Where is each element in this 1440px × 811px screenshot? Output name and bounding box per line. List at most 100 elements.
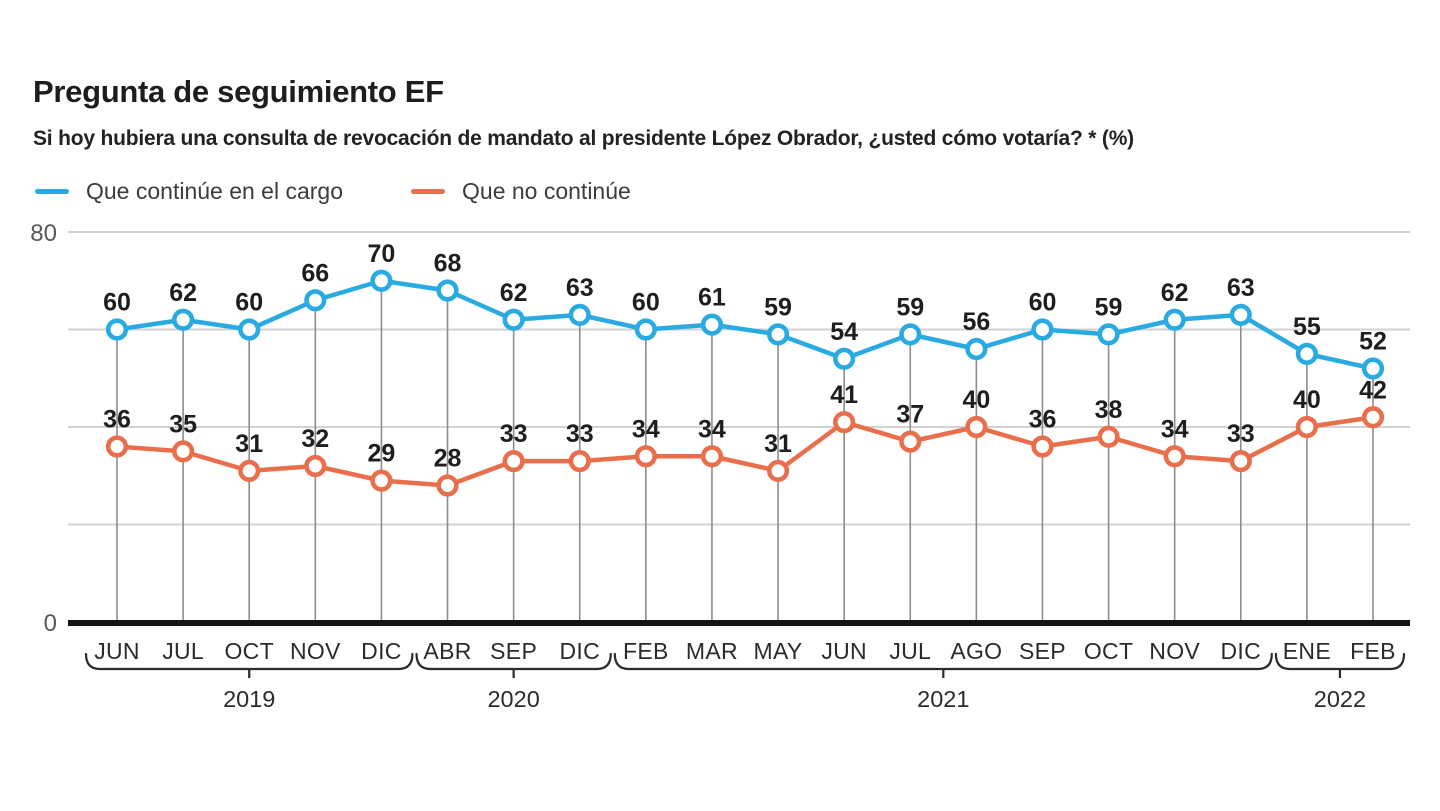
data-point-marker [766,323,790,346]
x-axis-month-label: ABR [423,638,471,664]
legend-swatch-orange-icon [411,189,446,194]
data-point-marker [238,318,261,341]
legend-item-no-continue: Que no continúe [411,178,631,205]
value-label: 60 [1029,289,1057,317]
value-label: 52 [1359,328,1387,356]
data-point-marker [1229,450,1252,473]
legend-label-continue: Que continúe en el cargo [86,178,344,204]
x-axis-month-label: DIC [361,638,402,664]
data-point-marker [766,459,790,482]
x-axis-month-label: MAY [754,638,803,664]
data-point-marker [833,411,856,434]
value-label: 63 [1227,274,1255,302]
value-label: 60 [103,289,131,317]
data-point-marker [899,430,922,453]
x-axis-month-label: NOV [290,638,341,664]
value-label: 33 [500,420,528,448]
data-point-marker [304,289,327,312]
value-label: 60 [632,289,660,317]
value-label: 68 [434,250,462,278]
y-axis-tick-label: 0 [44,610,57,637]
x-axis-month-label: OCT [224,638,273,664]
x-axis-month-label: SEP [1019,638,1066,664]
value-label: 31 [764,430,792,458]
value-label: 32 [301,425,329,453]
value-label: 66 [301,259,329,287]
year-label: 2020 [487,686,539,712]
x-axis-month-label: JUL [889,638,931,664]
value-label: 31 [235,430,263,458]
data-point-marker [436,474,459,497]
data-point-marker [700,313,724,336]
page-title: Pregunta de seguimiento EF [33,74,444,109]
legend-item-continue: Que continúe en el cargo [35,178,343,205]
value-label: 62 [169,279,197,307]
value-label: 33 [566,420,594,448]
x-axis-month-label: DIC [559,638,600,664]
series-line [114,415,1376,488]
y-axis-tick-label: 80 [30,220,57,247]
data-point-marker [634,318,657,341]
x-axis-month-label: JUN [94,638,140,664]
data-point-marker [1295,342,1318,365]
data-point-marker [1163,308,1186,331]
data-point-marker [238,459,261,482]
year-label: 2021 [917,686,969,712]
value-label: 55 [1293,313,1321,341]
data-point-marker [1163,445,1186,468]
data-point-marker [105,435,129,458]
data-point-marker [634,445,657,468]
data-point-marker [1031,435,1054,458]
value-label: 56 [962,308,990,336]
year-label: 2022 [1314,686,1366,712]
legend-label-no-continue: Que no continúe [462,178,631,204]
value-label: 33 [1227,420,1255,448]
x-axis-month-label: NOV [1149,638,1200,664]
value-label: 36 [103,406,131,434]
value-label: 63 [566,274,594,302]
value-label: 28 [434,445,462,473]
value-label: 59 [764,293,792,321]
x-axis-line [68,620,1410,626]
data-point-marker [700,445,724,468]
data-point-marker [965,415,988,439]
data-point-marker [105,318,129,341]
value-label: 42 [1359,376,1387,404]
value-label: 40 [962,386,990,414]
value-label: 37 [896,401,924,429]
value-label: 38 [1095,396,1123,424]
x-axis-month-label: AGO [950,638,1002,664]
value-label: 35 [169,410,197,438]
value-label: 61 [698,284,726,312]
data-point-marker [1229,303,1252,326]
value-label: 34 [1161,415,1189,443]
x-axis-month-label: FEB [623,638,669,664]
legend-swatch-blue-icon [35,189,69,194]
x-axis-month-label: JUL [162,638,204,664]
value-label: 34 [698,415,726,443]
series-line [114,278,1376,371]
data-point-marker [833,347,856,370]
x-axis-month-label: ENE [1283,638,1331,664]
value-label: 70 [368,240,396,268]
data-point-marker [1361,357,1385,380]
value-label: 36 [1029,406,1057,434]
year-label: 2019 [223,686,275,712]
data-point-marker [304,454,327,478]
data-point-marker [1031,318,1054,341]
data-point-marker [502,308,525,331]
data-point-marker [436,279,459,302]
data-point-marker [370,469,393,492]
data-point-marker [172,308,195,331]
value-label: 62 [1161,279,1189,307]
x-axis-month-label: JUN [821,638,867,664]
value-label: 41 [830,381,858,409]
data-point-marker [172,440,195,463]
value-label: 34 [632,415,660,443]
chart-subtitle-question: Si hoy hubiera una consulta de revocació… [33,127,1134,150]
value-label: 40 [1293,386,1321,414]
data-point-marker [370,269,393,292]
value-label: 59 [896,293,924,321]
